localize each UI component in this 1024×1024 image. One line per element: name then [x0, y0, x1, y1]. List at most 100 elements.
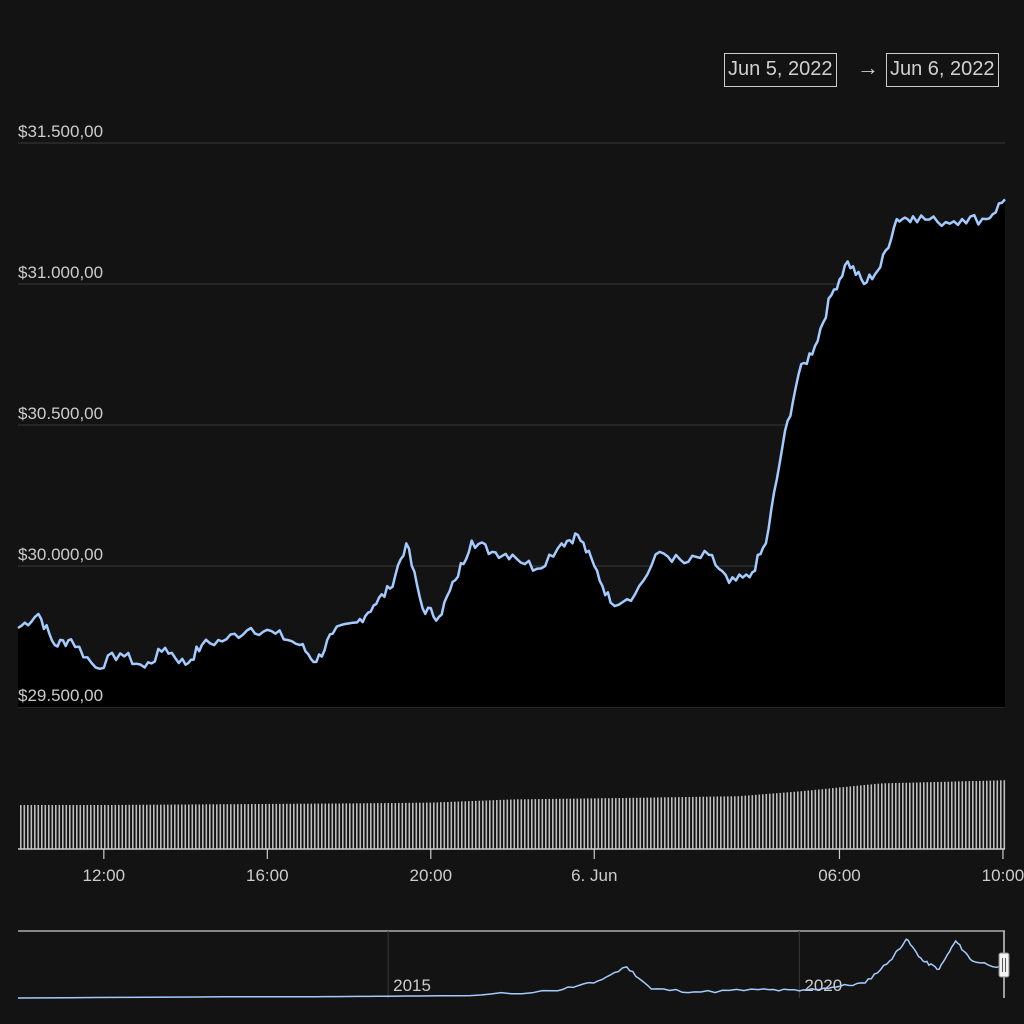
volume-bar — [352, 803, 355, 849]
volume-bar — [310, 803, 313, 849]
volume-bar — [699, 796, 701, 849]
volume-bar — [951, 781, 953, 849]
volume-bar — [426, 802, 428, 849]
volume-bar — [86, 805, 89, 849]
volume-bar — [492, 800, 495, 849]
volume-bar — [604, 798, 607, 849]
volume-bar — [856, 785, 859, 849]
y-axis-labels: $31.500,00 $31.000,00 $30.500,00 $30.000,00… — [18, 122, 103, 705]
volume-bar — [65, 805, 68, 849]
volume-bar — [79, 805, 82, 849]
volume-bar — [636, 797, 638, 849]
volume-bar — [993, 780, 995, 849]
volume-bar — [741, 795, 743, 849]
volume-bar — [125, 804, 127, 849]
volume-bar — [839, 787, 841, 849]
volume-bar — [814, 789, 817, 849]
volume-bar — [590, 798, 593, 849]
volume-bar — [867, 784, 869, 849]
volume-bar — [730, 796, 733, 849]
volume-bar — [755, 794, 757, 849]
volume-bar — [639, 797, 642, 849]
volume-bar — [244, 804, 246, 849]
price-area — [18, 199, 1005, 707]
navigator[interactable]: 2015 2020 — [17, 930, 1010, 999]
volume-bar — [688, 797, 691, 849]
volume-bar — [1000, 780, 1002, 849]
volume-bar — [412, 802, 414, 849]
y-tick-label: $31.500,00 — [18, 122, 103, 141]
price-line[interactable] — [17, 198, 1006, 671]
volume-bar — [44, 805, 47, 849]
volume-bar — [247, 804, 250, 849]
volume-bar — [555, 798, 558, 849]
volume-bar — [387, 803, 390, 849]
volume-bar — [1003, 780, 1006, 849]
volume-bar — [835, 787, 838, 849]
volume-bar — [538, 799, 540, 849]
volume-bar — [195, 804, 197, 849]
volume-bar — [982, 780, 985, 849]
volume-bar — [118, 804, 120, 849]
volume-bar — [289, 803, 292, 849]
volume-bar — [485, 800, 488, 849]
volume-bar — [223, 804, 225, 849]
volume-bar — [132, 804, 134, 849]
volume-bar — [846, 786, 848, 849]
y-tick-label: $30.000,00 — [18, 545, 103, 564]
volume-bar — [398, 802, 400, 849]
volume-bar — [489, 800, 491, 849]
volume-bar — [160, 804, 162, 849]
volume-bar — [737, 796, 740, 849]
volume-bar — [576, 798, 579, 849]
range-to-input[interactable]: Jun 6, 2022 — [886, 53, 999, 87]
volume-bar — [135, 804, 138, 849]
volume-bar — [534, 799, 537, 849]
volume-bar — [723, 796, 726, 849]
volume-bar — [562, 798, 565, 849]
volume-bar — [303, 803, 306, 849]
volume-bar — [653, 797, 656, 849]
volume-bar — [181, 804, 183, 849]
volume-bar — [359, 803, 362, 849]
volume-bar — [695, 796, 698, 849]
volume-bar — [496, 800, 498, 849]
volume-bar — [937, 781, 939, 849]
volume-bar — [331, 803, 334, 849]
volume-bar — [825, 788, 827, 849]
navigator-handle[interactable] — [998, 952, 1010, 978]
volume-bar — [37, 805, 40, 849]
x-tick-label: 20:00 — [410, 866, 453, 885]
volume-bar — [216, 804, 218, 849]
volume-bar — [506, 799, 509, 849]
volume-bar — [513, 799, 516, 849]
volume-bar — [664, 797, 666, 849]
volume-bar — [503, 799, 505, 849]
volume-bar — [608, 798, 610, 849]
volume-bar — [174, 804, 176, 849]
volume-bar — [447, 802, 449, 849]
volume-bar — [233, 804, 236, 849]
volume-bar — [933, 782, 936, 849]
volume-bar — [146, 804, 148, 849]
volume-bar — [674, 797, 677, 849]
volume-bar — [800, 791, 803, 849]
volume-bar — [804, 790, 806, 849]
volume-bar — [877, 783, 880, 849]
volume-bar — [783, 792, 785, 849]
volume-bar — [111, 805, 113, 849]
volume-bar — [419, 802, 421, 849]
volume-bar — [947, 781, 950, 849]
volume-bar — [93, 805, 96, 849]
volume-bar — [76, 805, 78, 849]
volume-bar — [632, 797, 635, 849]
volume-bar — [142, 804, 145, 849]
volume-bar — [874, 784, 876, 849]
range-from-input[interactable]: Jun 5, 2022 — [724, 53, 837, 87]
volume-bar — [342, 803, 344, 849]
volume-bar — [324, 803, 327, 849]
volume-bar — [594, 798, 596, 849]
volume-bar — [622, 798, 624, 849]
volume-bar — [776, 793, 778, 849]
